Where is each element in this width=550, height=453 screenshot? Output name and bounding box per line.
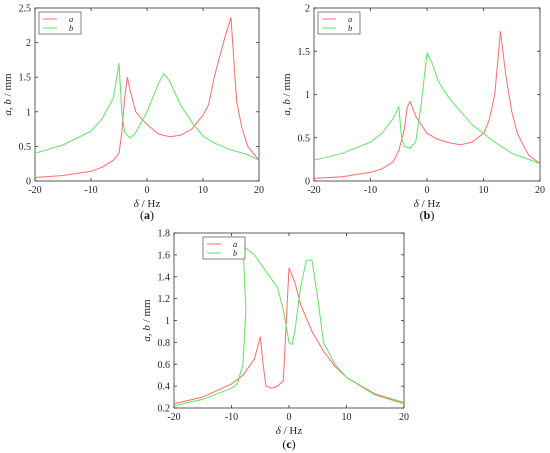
legend: ab — [317, 11, 361, 35]
legend-label-b: b — [348, 23, 352, 33]
series-line-a — [313, 30, 541, 179]
x-tick-label: 20 — [254, 185, 264, 196]
legend: ab — [38, 11, 82, 35]
y-tick-label: 2.5 — [19, 4, 32, 15]
series-line-a — [34, 17, 260, 178]
caption-close: ) — [292, 437, 296, 451]
y-axis-label: a, b / mm — [141, 299, 153, 342]
panel-caption: (c) — [282, 437, 295, 451]
y-tick-label: 0 — [305, 177, 310, 188]
x-tick-label: 0 — [287, 412, 292, 423]
caption-close: ) — [430, 208, 434, 222]
y-tick-label: 1.2 — [158, 294, 171, 305]
x-tick-label: -10 — [225, 412, 238, 423]
y-axis-label-var: a, b — [281, 99, 293, 116]
caption-letter: b — [424, 208, 431, 222]
y-tick-label: 0 — [26, 177, 31, 188]
x-axis-label: δ / Hz — [134, 198, 161, 210]
legend-label-a: a — [69, 14, 73, 24]
x-axis-label-var: δ — [276, 425, 282, 437]
x-axis-label: δ / Hz — [276, 425, 303, 437]
x-tick-label: 20 — [399, 412, 409, 423]
y-tick-label: 1.4 — [158, 272, 171, 283]
y-tick-label: 0.5 — [298, 133, 311, 144]
y-axis-label: a, b / mm — [281, 73, 293, 116]
y-axis-label-var: a, b — [141, 325, 153, 342]
y-axis-label-var: a, b — [2, 99, 14, 116]
y-axis-label-unit: / mm — [281, 73, 293, 99]
legend-box — [38, 11, 82, 35]
x-tick-label: -20 — [307, 185, 320, 196]
y-axis-label: a, b / mm — [2, 73, 14, 116]
caption-open: ( — [420, 208, 424, 222]
series-line-b — [173, 245, 405, 407]
caption-open: ( — [282, 437, 286, 451]
x-tick-label: 10 — [479, 185, 489, 196]
caption-close: ) — [150, 208, 154, 222]
y-tick-label: 1 — [165, 316, 170, 327]
legend-label-b: b — [69, 23, 73, 33]
legend-label-a: a — [233, 239, 237, 249]
y-tick-label: 2 — [26, 38, 31, 49]
x-axis-label: δ / Hz — [414, 198, 441, 210]
y-tick-label: 1.5 — [298, 47, 311, 58]
y-tick-label: 2 — [305, 4, 310, 15]
x-axis-label-var: δ — [414, 198, 420, 210]
series-line-a — [173, 267, 405, 405]
x-tick-label: -10 — [84, 185, 97, 196]
x-axis-label-unit: / Hz — [281, 425, 303, 437]
y-axis-label-unit: / mm — [141, 299, 153, 325]
series-line-b — [313, 52, 541, 165]
caption-letter: c — [286, 437, 292, 451]
x-tick-label: 20 — [535, 185, 545, 196]
y-tick-label: 1.5 — [19, 73, 32, 84]
y-tick-label: 1 — [305, 90, 310, 101]
legend: ab — [202, 236, 246, 260]
y-tick-label: 0.2 — [158, 404, 171, 415]
y-tick-label: 0.4 — [158, 382, 171, 393]
panel-caption: (a) — [140, 208, 154, 222]
x-axis-label-unit: / Hz — [139, 198, 161, 210]
x-tick-label: 10 — [198, 185, 208, 196]
y-tick-label: 0.5 — [19, 142, 32, 153]
legend-box — [202, 236, 246, 260]
y-tick-label: 1 — [26, 107, 31, 118]
legend-label-b: b — [233, 248, 237, 258]
y-tick-label: 0.8 — [158, 338, 171, 349]
y-tick-label: 1.6 — [158, 250, 171, 261]
x-tick-label: -20 — [167, 412, 180, 423]
x-tick-label: 0 — [145, 185, 150, 196]
x-axis-label-unit: / Hz — [419, 198, 441, 210]
panel-caption: (b) — [420, 208, 435, 222]
x-tick-label: 0 — [425, 185, 430, 196]
caption-open: ( — [140, 208, 144, 222]
legend-box — [317, 11, 361, 35]
x-tick-label: -20 — [28, 185, 41, 196]
y-tick-label: 0.6 — [158, 360, 171, 371]
y-tick-label: 1.8 — [158, 229, 171, 240]
legend-label-a: a — [348, 14, 352, 24]
x-axis-label-var: δ — [134, 198, 140, 210]
caption-letter: a — [144, 208, 150, 222]
x-tick-label: 10 — [342, 412, 352, 423]
chart-panel-c: -20 -10 0 10 20 0.2 0.4 0.6 0.8 1 1.2 1.4 1.6 1.8 ab δ … — [141, 229, 409, 452]
y-axis-label-unit: / mm — [2, 73, 14, 99]
series-line-b — [34, 62, 260, 161]
x-tick-label: -10 — [364, 185, 377, 196]
